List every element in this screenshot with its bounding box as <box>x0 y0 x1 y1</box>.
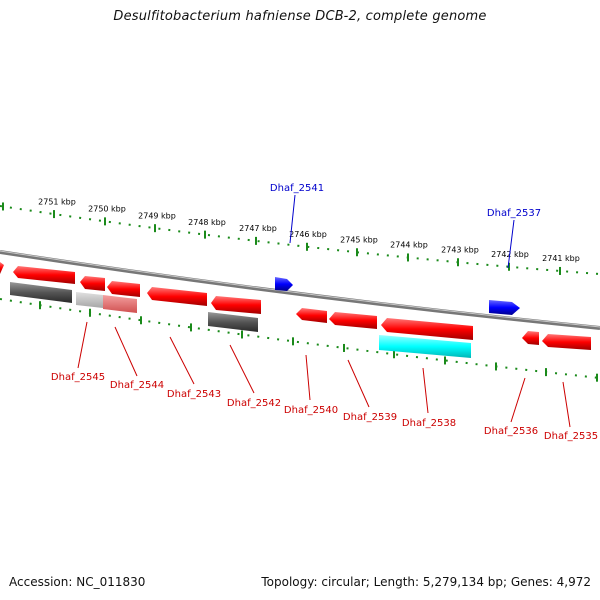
upper-tick-label: 2747 kbp <box>239 224 277 233</box>
gene-features <box>0 262 591 358</box>
leader-dhaf-2536 <box>510 377 526 423</box>
upper-tick-label: 2745 kbp <box>340 235 378 244</box>
gene-box-gray-2[interactable] <box>208 312 258 332</box>
gene-label-dhaf-2542[interactable]: Dhaf_2542 <box>227 398 281 409</box>
upper-tick-label: 2750 kbp <box>88 205 126 214</box>
leader-dhaf-2537 <box>507 219 515 269</box>
gene-labels: Dhaf_2541 Dhaf_2537 Dhaf_2545 Dhaf_2544 … <box>51 183 598 442</box>
upper-tick-label: 2751 kbp <box>38 198 76 207</box>
gene-arrow-lower-2[interactable] <box>329 312 377 329</box>
leader-dhaf-2545 <box>77 321 88 369</box>
leader-dhaf-2540 <box>305 354 311 401</box>
map-title: Desulfitobacterium hafniense DCB-2, comp… <box>113 9 487 24</box>
upper-tick-label: 2741 kbp <box>542 254 580 263</box>
gene-arrow-left-edge[interactable] <box>0 262 4 274</box>
gene-label-dhaf-2545[interactable]: Dhaf_2545 <box>51 372 105 383</box>
gene-label-dhaf-2541[interactable]: Dhaf_2541 <box>270 183 324 194</box>
gene-arrow-dhaf-2537[interactable] <box>489 300 520 315</box>
gene-label-dhaf-2537[interactable]: Dhaf_2537 <box>487 208 541 219</box>
leader-dhaf-2544 <box>114 326 138 377</box>
gene-box-light-1[interactable] <box>76 292 103 308</box>
leader-dhaf-2543 <box>169 336 195 385</box>
leader-dhaf-2539 <box>347 359 370 408</box>
upper-tick-label: 2744 kbp <box>390 241 428 250</box>
gene-label-dhaf-2540[interactable]: Dhaf_2540 <box>284 405 338 416</box>
gene-arrow-upper-5[interactable] <box>211 296 261 314</box>
gene-box-pink-1[interactable] <box>103 295 137 313</box>
leader-dhaf-2535 <box>562 381 571 428</box>
gene-box-gray-1[interactable] <box>10 282 72 303</box>
gene-box-cyan[interactable] <box>379 335 471 358</box>
leader-dhaf-2538 <box>422 367 429 414</box>
gene-arrow-lower-1[interactable] <box>296 308 327 323</box>
genome-backbone <box>0 250 600 330</box>
upper-tick-marks <box>2 202 561 275</box>
label-leaders <box>77 194 571 428</box>
topology-summary: Topology: circular; Length: 5,279,134 bp… <box>261 575 591 589</box>
leader-dhaf-2541 <box>289 194 296 244</box>
gene-label-dhaf-2543[interactable]: Dhaf_2543 <box>167 389 221 400</box>
gene-arrow-upper-1[interactable] <box>13 266 75 284</box>
gene-arrow-dhaf-2541[interactable] <box>275 277 293 291</box>
lower-tick-marks <box>39 301 598 382</box>
upper-tick-label: 2746 kbp <box>289 230 327 239</box>
lower-ruler-dots <box>0 298 600 379</box>
upper-tick-label: 2743 kbp <box>441 245 479 254</box>
gene-label-dhaf-2538[interactable]: Dhaf_2538 <box>402 418 456 429</box>
gene-label-dhaf-2544[interactable]: Dhaf_2544 <box>110 380 164 391</box>
gene-label-dhaf-2535[interactable]: Dhaf_2535 <box>544 431 598 442</box>
gene-arrow-upper-2[interactable] <box>80 276 105 291</box>
upper-tick-label: 2748 kbp <box>188 218 226 227</box>
leader-dhaf-2542 <box>229 344 255 394</box>
gene-label-dhaf-2539[interactable]: Dhaf_2539 <box>343 412 397 423</box>
gene-arrow-upper-3[interactable] <box>107 281 140 297</box>
lower-ruler <box>0 298 600 382</box>
gene-arrow-lower-4[interactable] <box>522 331 539 345</box>
gene-label-dhaf-2536[interactable]: Dhaf_2536 <box>484 426 538 437</box>
accession-text: Accession: NC_011830 <box>9 575 146 589</box>
gene-arrow-lower-5[interactable] <box>542 334 591 350</box>
upper-tick-label: 2749 kbp <box>138 211 176 220</box>
gene-arrow-upper-4[interactable] <box>147 287 207 306</box>
genome-backbone-highlight <box>0 250 600 328</box>
upper-ruler: 2751 kbp 2750 kbp 2749 kbp 2748 kbp 2747 kbp… <box>0 198 600 275</box>
gene-arrow-lower-3[interactable] <box>381 318 473 340</box>
